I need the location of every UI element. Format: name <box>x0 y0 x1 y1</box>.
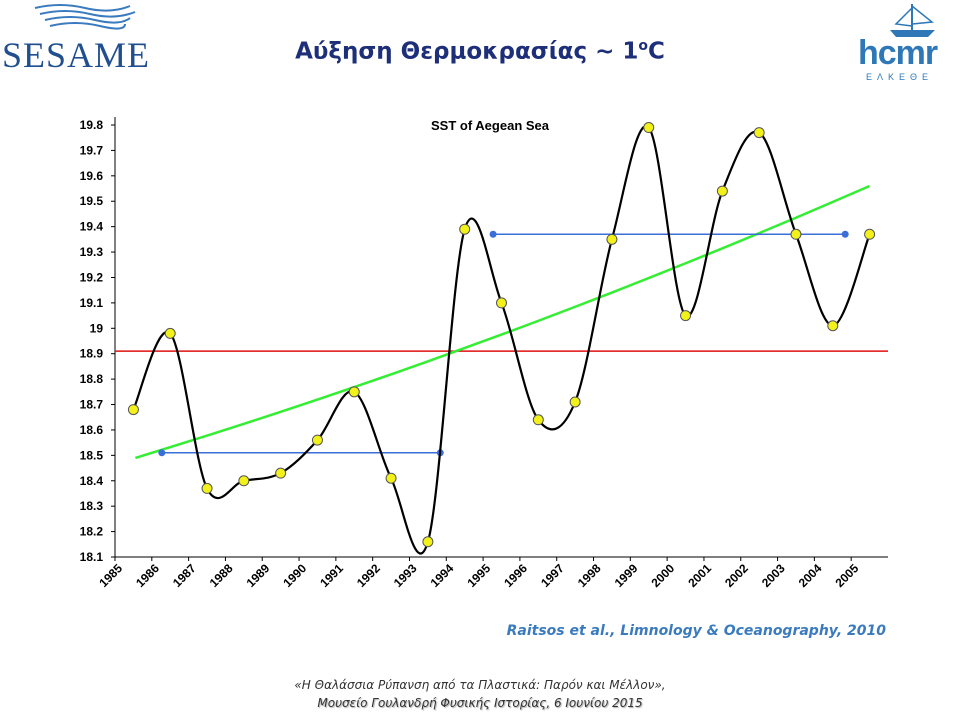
y-tick-label: 19.1 <box>80 296 104 310</box>
sst-data-point <box>348 386 360 398</box>
sst-data-point <box>164 327 176 339</box>
x-tick-label: 1987 <box>170 561 199 590</box>
x-tick-label: 1985 <box>96 561 125 590</box>
chart-axes <box>111 117 888 561</box>
x-tick-label: 2005 <box>833 561 862 590</box>
sst-data-point <box>569 396 581 408</box>
sst-data-point <box>238 475 250 487</box>
sst-data-point <box>459 223 471 235</box>
x-tick-label: 1995 <box>464 561 493 590</box>
y-tick-label: 19.6 <box>80 169 104 183</box>
hcmr-subtitle: ΕΛΚΕΘΕ <box>866 72 934 82</box>
y-tick-label: 19.5 <box>80 194 104 208</box>
sesame-wordmark: SESAME <box>2 35 151 75</box>
y-tick-label: 19.8 <box>80 118 104 132</box>
chart-reference-lines <box>115 184 888 460</box>
x-tick-label: 1989 <box>244 561 273 590</box>
hcmr-wordmark: hcmr <box>858 34 938 72</box>
y-tick-label: 18.5 <box>80 448 104 462</box>
sst-data-point <box>643 122 655 134</box>
y-tick-label: 18.9 <box>80 347 104 361</box>
citation: Raitsos et al., Limnology & Oceanography… <box>506 623 886 639</box>
period-mean-2-end-dot <box>841 230 849 238</box>
sst-data-point <box>275 467 287 479</box>
sst-data-point <box>827 320 839 332</box>
x-tick-label: 2002 <box>722 561 751 590</box>
x-tick-label: 1990 <box>280 561 309 590</box>
y-tick-label: 19.2 <box>80 270 104 284</box>
x-tick-label: 1996 <box>501 561 530 590</box>
x-tick-label: 2004 <box>796 561 825 590</box>
sst-data-point <box>790 228 802 240</box>
y-tick-label: 18.7 <box>80 398 104 412</box>
sst-data-point <box>864 228 876 240</box>
slide-title-unit: C <box>648 38 665 65</box>
slide-title-main: Αύξηση Θερμοκρασίας ~ 1 <box>295 38 639 65</box>
slide-title-sup: ο <box>638 38 649 54</box>
sesame-logo: SESAME <box>0 0 175 80</box>
sst-data-point <box>496 297 507 309</box>
sst-chart: 18.1 18.2 18.3 18.4 18.5 18.6 18.7 18.8 18.9 19 19… <box>80 117 888 590</box>
period-mean-1-start-dot <box>158 449 166 457</box>
sst-series-line <box>132 125 871 555</box>
sst-data-point <box>385 472 397 484</box>
y-tick-label: 18.3 <box>80 499 104 513</box>
x-tick-label: 2001 <box>685 561 714 590</box>
y-tick-label: 18.2 <box>80 525 104 539</box>
sst-data-point <box>311 434 323 446</box>
y-tick-label: 19.7 <box>80 143 104 157</box>
chart-labels: 18.1 18.2 18.3 18.4 18.5 18.6 18.7 18.8 18.9 19 19… <box>80 118 862 590</box>
sst-data-point <box>753 127 765 139</box>
period-mean-2-start-dot <box>489 230 497 238</box>
x-tick-label: 1999 <box>612 561 641 590</box>
y-tick-label: 19.4 <box>80 220 104 234</box>
sst-data-point <box>532 414 544 426</box>
x-tick-label: 1986 <box>133 561 162 590</box>
x-tick-label: 1994 <box>428 561 457 590</box>
x-tick-label: 1991 <box>317 561 346 590</box>
x-tick-label: 2003 <box>759 561 788 590</box>
hcmr-logo: hcmr ΕΛΚΕΘΕ <box>850 0 960 95</box>
x-tick-label: 1992 <box>354 561 383 590</box>
slide-title: Αύξηση Θερμοκρασίας ~ 1οC <box>0 38 960 65</box>
y-tick-label: 19.3 <box>80 245 104 259</box>
sst-data-point <box>606 233 618 245</box>
sst-data-point <box>680 310 692 322</box>
y-tick-label: 18.1 <box>80 550 104 564</box>
x-tick-label: 2000 <box>648 561 677 590</box>
sesame-wave-icon <box>34 4 136 30</box>
y-tick-label: 18.8 <box>80 372 104 386</box>
chart-series <box>127 122 876 555</box>
x-tick-label: 1998 <box>575 561 604 590</box>
y-tick-label: 18.4 <box>80 474 104 488</box>
x-tick-label: 1988 <box>207 561 236 590</box>
sst-data-point <box>716 185 728 197</box>
sst-data-point <box>127 404 139 416</box>
chart-title: SST of Aegean Sea <box>431 118 550 133</box>
x-tick-label: 1993 <box>391 561 420 590</box>
y-tick-label: 18.6 <box>80 423 104 437</box>
footer-line-1: «Η Θαλάσσια Ρύπανση από τα Πλαστικά: Παρ… <box>294 678 666 692</box>
sst-data-point <box>201 482 213 494</box>
footer-line-2: Μουσείο Γουλανδρή Φυσικής Ιστορίας, 6 Ιο… <box>317 696 643 710</box>
y-tick-label: 19 <box>90 321 104 335</box>
x-tick-label: 1997 <box>538 561 567 590</box>
sst-data-point <box>422 536 434 548</box>
ship-icon <box>890 4 935 37</box>
trend-line <box>135 184 871 460</box>
